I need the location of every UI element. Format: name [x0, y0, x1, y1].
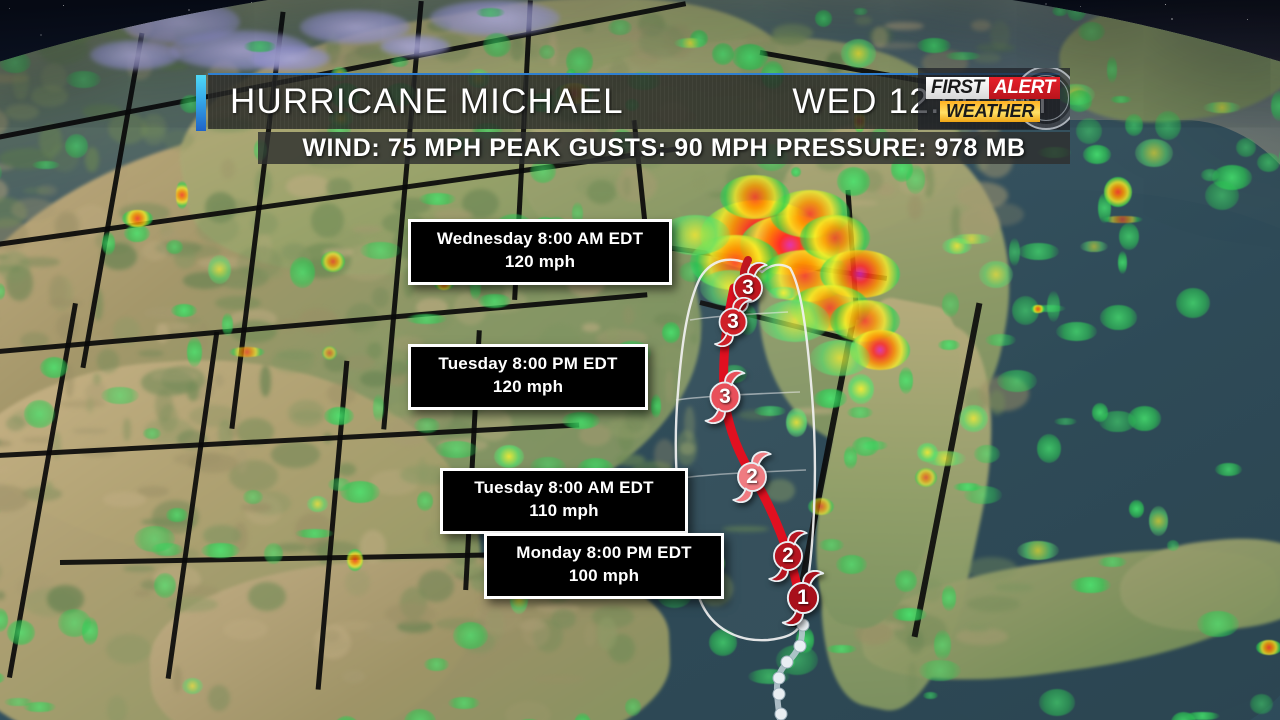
- hurricane-category-label: 1: [797, 586, 809, 609]
- forecast-callout-monday-pm: Monday 8:00 PM EDT 100 mph: [484, 533, 724, 599]
- callout-wind: 110 mph: [529, 500, 599, 520]
- hurricane-marker-cat-2[interactable]: 2: [762, 530, 814, 582]
- callout-wind: 120 mph: [492, 376, 564, 396]
- forecast-callout-tuesday-pm: Tuesday 8:00 PM EDT 120 mph: [408, 344, 648, 410]
- callout-time: Monday 8:00 PM EDT: [516, 543, 692, 562]
- storm-stats-bar: WIND: 75 MPH PEAK GUSTS: 90 MPH PRESSURE…: [258, 132, 1070, 164]
- hurricane-marker-cat-3[interactable]: 3: [698, 370, 752, 424]
- accent-bar: [196, 75, 206, 131]
- callout-wind: 100 mph: [568, 565, 640, 585]
- hurricane-marker-cat-3[interactable]: 3: [708, 297, 758, 347]
- callout-time: Wednesday 8:00 AM EDT: [436, 229, 644, 248]
- hurricane-category-label: 3: [719, 385, 731, 408]
- first-alert-weather-logo: FIRST ALERT WEATHER: [918, 68, 1070, 130]
- callout-time: Tuesday 8:00 PM EDT: [438, 354, 618, 373]
- storm-stats-text: WIND: 75 MPH PEAK GUSTS: 90 MPH PRESSURE…: [302, 133, 1026, 162]
- forecast-callout-tuesday-am: Tuesday 8:00 AM EDT 110 mph: [440, 468, 688, 534]
- hurricane-category-label: 2: [746, 465, 758, 488]
- hurricane-category-label: 3: [727, 310, 739, 333]
- storm-name: HURRICANE MICHAEL: [230, 82, 624, 121]
- brand-weather-label: WEATHER: [940, 100, 1041, 122]
- callout-wind: 120 mph: [504, 251, 576, 271]
- hurricane-marker-cat-1[interactable]: 1: [775, 570, 831, 626]
- brand-alert-label: ALERT: [988, 76, 1060, 99]
- forecast-callout-wednesday-am: Wednesday 8:00 AM EDT 120 mph: [408, 219, 672, 285]
- callout-time: Tuesday 8:00 AM EDT: [474, 478, 654, 497]
- hurricane-marker-cat-2[interactable]: 2: [726, 451, 778, 503]
- brand-first-label: FIRST: [926, 76, 989, 99]
